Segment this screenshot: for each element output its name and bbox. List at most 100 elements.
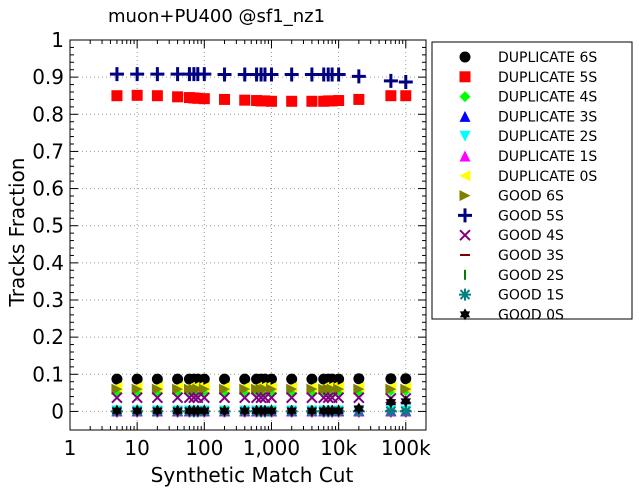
data-point — [331, 67, 346, 82]
legend-marker — [459, 190, 471, 202]
legend-marker — [459, 130, 471, 142]
legend-marker — [459, 71, 471, 83]
data-point — [322, 391, 334, 404]
data-point — [353, 93, 365, 105]
data-point — [332, 391, 345, 404]
legend-entry: DUPLICATE 0S — [459, 169, 597, 185]
data-point — [353, 402, 364, 415]
data-point — [199, 404, 210, 417]
data-point — [306, 391, 318, 404]
data-point — [172, 373, 184, 385]
data-point — [131, 89, 143, 101]
data-point — [198, 373, 210, 385]
y-axis-title: Tracks Fraction — [5, 158, 29, 308]
legend-label: GOOD 1S — [498, 288, 564, 304]
y-tick-label: 0.2 — [32, 325, 64, 349]
data-point — [306, 95, 318, 107]
legend-entry: DUPLICATE 4S — [459, 90, 597, 106]
data-point — [399, 405, 412, 418]
x-tick-label: 10 — [124, 436, 149, 460]
data-point — [111, 383, 123, 395]
data-point — [353, 391, 365, 404]
data-point — [192, 383, 204, 395]
legend-label: GOOD 5S — [498, 208, 564, 224]
legend-entry: DUPLICATE 2S — [459, 129, 597, 145]
data-point — [250, 391, 263, 404]
data-point — [111, 90, 123, 102]
y-tick-label: 0.5 — [32, 214, 64, 238]
y-tick-label: 0.1 — [32, 362, 64, 386]
data-point — [219, 93, 231, 105]
data-point — [400, 395, 411, 408]
data-point — [286, 95, 298, 107]
data-point — [265, 383, 277, 395]
data-point — [198, 93, 210, 105]
legend-label: DUPLICATE 6S — [498, 50, 597, 66]
legend-marker — [459, 170, 471, 182]
data-point — [385, 383, 397, 395]
data-point — [150, 67, 165, 82]
data-point — [130, 67, 145, 82]
data-point — [285, 391, 298, 404]
series-duplicate-6s — [111, 373, 412, 385]
legend-label: GOOD 3S — [498, 248, 564, 264]
data-point — [172, 91, 184, 103]
data-point — [151, 90, 163, 102]
chart-title: muon+PU400 @sf1_nz1 — [108, 6, 325, 27]
data-point — [306, 404, 318, 417]
legend-marker — [458, 208, 472, 223]
legend-marker — [459, 91, 471, 103]
data-point — [219, 383, 231, 395]
x-axis-title: Synthetic Match Cut — [151, 463, 354, 487]
data-point — [237, 67, 252, 82]
data-point — [132, 404, 143, 417]
data-point — [170, 67, 185, 82]
data-point — [318, 391, 330, 404]
data-point — [326, 383, 338, 395]
data-point — [111, 404, 123, 417]
data-point — [111, 391, 123, 404]
legend-label: DUPLICATE 0S — [498, 169, 597, 185]
data-point — [239, 391, 251, 404]
data-point — [109, 67, 124, 82]
data-point — [398, 74, 413, 89]
x-tick-label: 100k — [381, 436, 431, 460]
data-point — [198, 391, 211, 404]
plot-frame — [69, 39, 427, 431]
y-tick-label: 0.4 — [32, 251, 64, 275]
data-point — [306, 383, 318, 395]
data-points — [109, 67, 413, 418]
legend-label: DUPLICATE 2S — [498, 129, 597, 145]
data-point — [306, 373, 318, 385]
data-point — [255, 391, 267, 404]
data-point — [192, 92, 204, 104]
legend: DUPLICATE 6S DUPLICATE 5S DUPLICATE 4S DUPL… — [431, 41, 633, 323]
y-tick-label: 0.3 — [32, 288, 64, 312]
legend-entry: GOOD 6S — [459, 189, 564, 205]
legend-label: GOOD 0S — [498, 307, 564, 323]
legend-label: DUPLICATE 1S — [498, 149, 597, 165]
legend-marker — [459, 110, 471, 122]
data-point — [239, 94, 251, 106]
series-duplicate-5s — [111, 89, 412, 107]
y-tick-label: 0 — [51, 399, 64, 423]
data-point — [333, 95, 345, 107]
data-point — [385, 373, 397, 385]
data-point — [131, 373, 143, 385]
legend-marker — [459, 229, 471, 241]
y-tick-label: 1 — [51, 28, 64, 52]
legend-label: DUPLICATE 3S — [498, 109, 597, 125]
data-point — [239, 373, 251, 385]
y-tick-label: 0.9 — [32, 65, 64, 89]
data-point — [219, 404, 230, 417]
data-point — [265, 95, 277, 107]
data-point — [259, 95, 271, 107]
y-tick-label: 0.7 — [32, 139, 64, 163]
legend-label: GOOD 6S — [498, 189, 564, 205]
series-good-6s — [111, 383, 412, 395]
data-point — [131, 391, 143, 404]
data-point — [171, 391, 184, 404]
legend-entry: GOOD 4S — [459, 228, 564, 244]
legend-marker — [459, 51, 471, 63]
data-point — [266, 404, 277, 417]
